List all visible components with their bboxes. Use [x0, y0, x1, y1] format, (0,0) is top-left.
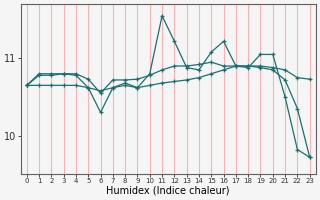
X-axis label: Humidex (Indice chaleur): Humidex (Indice chaleur) [107, 186, 230, 196]
